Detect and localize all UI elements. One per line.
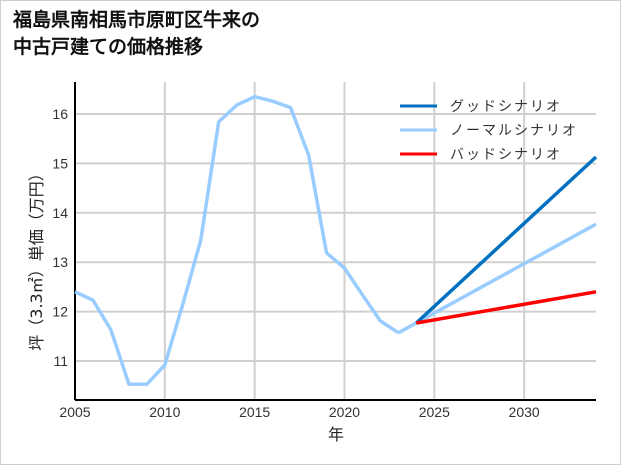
good-scenario-line bbox=[415, 155, 598, 325]
legend-label: ノーマルシナリオ bbox=[450, 123, 578, 139]
x-axis-label: 年 bbox=[328, 425, 344, 444]
x-tick-label: 2010 bbox=[149, 404, 180, 420]
y-axis-label: 坪（3.3㎡）単価（万円） bbox=[27, 165, 46, 350]
x-tick-label: 2020 bbox=[329, 404, 360, 420]
normal-scenario-line bbox=[397, 222, 597, 335]
actual-price-line bbox=[74, 94, 400, 386]
legend-label: グッドシナリオ bbox=[450, 99, 562, 115]
legend-label: バッドシナリオ bbox=[450, 147, 562, 163]
x-tick-label: 2015 bbox=[239, 404, 270, 420]
y-tick-label: 13 bbox=[52, 254, 68, 270]
y-tick-label: 16 bbox=[52, 106, 68, 122]
chart-title-line2: 中古戸建ての価格推移 bbox=[13, 36, 204, 58]
chart-title: 福島県南相馬市原町区牛来の 中古戸建ての価格推移 bbox=[13, 7, 260, 61]
bad-scenario-line bbox=[416, 290, 597, 325]
chart-title-line1: 福島県南相馬市原町区牛来の bbox=[13, 9, 261, 31]
y-tick-label: 14 bbox=[52, 205, 68, 221]
x-tick-label: 2030 bbox=[509, 404, 540, 420]
y-tick-label: 15 bbox=[52, 155, 68, 171]
x-tick-label: 2025 bbox=[419, 404, 450, 420]
y-tick-label: 12 bbox=[52, 304, 68, 320]
y-tick-label: 11 bbox=[53, 353, 68, 369]
x-tick-label: 2005 bbox=[59, 404, 90, 420]
